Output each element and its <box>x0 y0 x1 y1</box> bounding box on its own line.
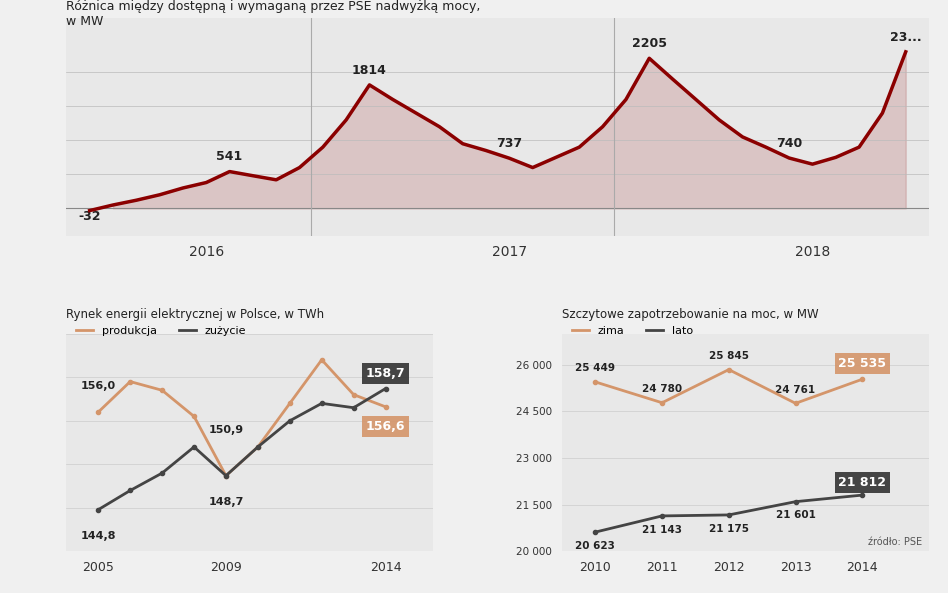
Text: 25 535: 25 535 <box>838 357 886 370</box>
Legend: zima, lato: zima, lato <box>568 322 698 340</box>
Text: 24 780: 24 780 <box>642 384 683 394</box>
Text: 21 175: 21 175 <box>709 524 749 534</box>
Text: 1814: 1814 <box>352 63 387 76</box>
Text: 21 143: 21 143 <box>642 525 682 535</box>
Text: 23...: 23... <box>890 31 921 44</box>
Text: -32: -32 <box>79 210 100 223</box>
Text: 21 601: 21 601 <box>775 511 815 521</box>
Text: 156,6: 156,6 <box>366 420 406 433</box>
Text: 740: 740 <box>776 137 802 150</box>
Text: 25 449: 25 449 <box>575 363 615 373</box>
Text: 21 812: 21 812 <box>838 476 886 489</box>
Text: 25 845: 25 845 <box>709 351 749 361</box>
Text: 737: 737 <box>497 137 522 150</box>
Text: 150,9: 150,9 <box>209 425 244 435</box>
Text: 2205: 2205 <box>631 37 666 50</box>
Text: 156,0: 156,0 <box>81 381 116 391</box>
Legend: produkcja, zużycie: produkcja, zużycie <box>72 322 250 340</box>
Text: Szczytowe zapotrzebowanie na moc, w MW: Szczytowe zapotrzebowanie na moc, w MW <box>562 308 818 320</box>
Text: 24 761: 24 761 <box>775 385 815 394</box>
Text: 541: 541 <box>216 151 243 164</box>
Text: Rynek energii elektrycznej w Polsce, w TWh: Rynek energii elektrycznej w Polsce, w T… <box>66 308 324 320</box>
Text: źródło: PSE: źródło: PSE <box>867 537 921 547</box>
Text: Różnica między dostępną i wymaganą przez PSE nadwyżką mocy,
w MW: Różnica między dostępną i wymaganą przez… <box>66 1 481 28</box>
Text: 144,8: 144,8 <box>81 531 116 541</box>
Text: 148,7: 148,7 <box>209 497 244 507</box>
Text: 20 623: 20 623 <box>575 541 615 551</box>
Text: 158,7: 158,7 <box>366 367 406 380</box>
